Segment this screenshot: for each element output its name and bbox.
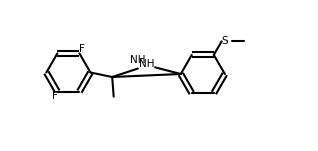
Text: S: S	[221, 36, 228, 46]
Text: NH: NH	[130, 55, 146, 65]
Text: F: F	[52, 91, 58, 101]
Text: F: F	[79, 44, 85, 54]
Text: NH: NH	[139, 59, 154, 69]
